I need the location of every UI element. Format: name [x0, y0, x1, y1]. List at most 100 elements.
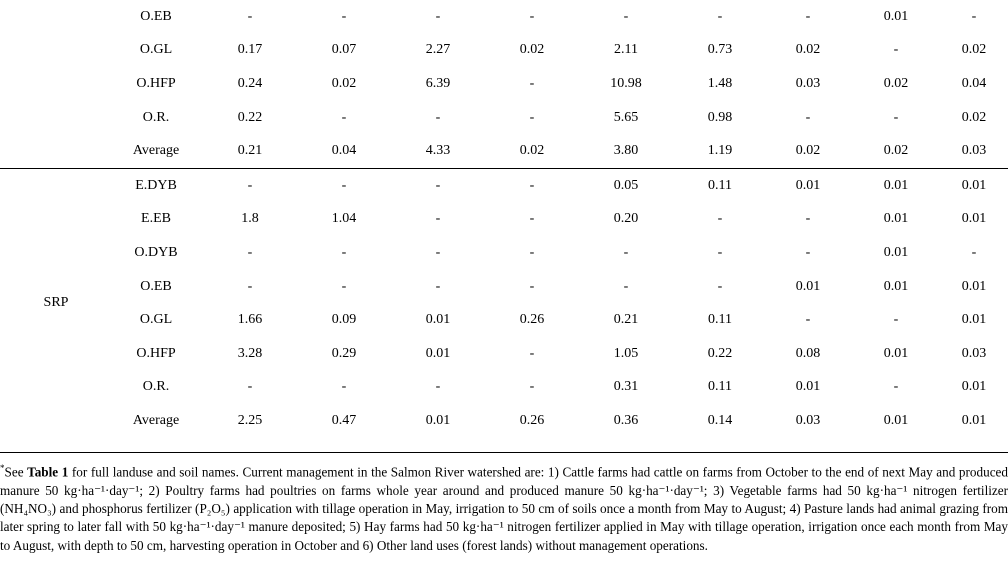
value-cell: 0.21 [613, 312, 639, 328]
value-cell: 0.02 [795, 42, 821, 58]
value-cell: - [971, 244, 977, 260]
value-cell: - [488, 167, 576, 203]
value-cell: 0.98 [707, 109, 733, 125]
site-cell: O.HFP [136, 345, 176, 361]
value-cell: - [805, 109, 811, 125]
group-label [0, 0, 112, 168]
footnote-marker: * [0, 463, 5, 473]
value-cell: - [529, 345, 535, 361]
footnote: *See Table 1 for full landuse and soil n… [0, 459, 1008, 555]
value-cell: 0.05 [576, 167, 676, 203]
value-cell: 0.04 [961, 75, 987, 91]
value-cell: 0.01 [852, 167, 940, 203]
table-row: O.GL 0.17 0.07 2.27 0.02 2.11 0.73 0.02 - 0.02 [0, 34, 1008, 68]
value-cell: 0.36 [613, 412, 639, 428]
value-cell: - [529, 379, 535, 395]
value-cell: - [529, 109, 535, 125]
value-cell: - [529, 244, 535, 260]
value-cell: - [388, 167, 488, 203]
value-cell: 0.02 [961, 42, 987, 58]
value-cell: 1.66 [237, 312, 263, 328]
site-cell: O.EB [140, 278, 172, 294]
value-cell: 1.8 [241, 211, 259, 227]
value-cell: 1.05 [613, 345, 639, 361]
value-cell: 0.24 [237, 75, 263, 91]
table-row: O.GL 1.66 0.09 0.01 0.26 0.21 0.11 - - 0.01 [0, 303, 1008, 337]
value-cell: - [247, 8, 253, 24]
value-cell: 0.01 [795, 379, 821, 395]
site-cell: E.DYB [112, 167, 200, 203]
table-row: O.HFP 0.24 0.02 6.39 - 10.98 1.48 0.03 0.02 0.04 [0, 67, 1008, 101]
value-cell: 0.01 [425, 312, 451, 328]
value-cell: - [805, 312, 811, 328]
value-cell: - [623, 244, 629, 260]
value-cell: - [341, 244, 347, 260]
table-row: Average 2.25 0.47 0.01 0.26 0.36 0.14 0.03 0.01 0… [0, 404, 1008, 438]
value-cell: - [341, 109, 347, 125]
value-cell: 0.47 [331, 412, 357, 428]
value-cell: 0.02 [331, 75, 357, 91]
value-cell: - [529, 278, 535, 294]
value-cell: 0.11 [676, 167, 764, 203]
value-cell: 0.08 [795, 345, 821, 361]
table-row: O.R. 0.22 - - - 5.65 0.98 - - 0.02 [0, 101, 1008, 135]
value-cell: 0.01 [425, 345, 451, 361]
value-cell: 0.03 [961, 345, 987, 361]
value-cell: 0.11 [708, 379, 732, 395]
value-cell: - [623, 278, 629, 294]
value-cell: 0.02 [883, 143, 909, 159]
value-cell: 0.21 [237, 143, 263, 159]
value-cell: 0.01 [961, 278, 987, 294]
value-cell: 0.14 [707, 412, 733, 428]
table-row: SRP E.DYB - - - -0.05 0.11 0.01 0.01 0.01 [0, 167, 1008, 438]
value-cell: 0.01 [961, 312, 987, 328]
table-bottom-rule [0, 452, 1008, 453]
footnote-see: See [4, 464, 28, 480]
value-cell: 0.29 [331, 345, 357, 361]
value-cell: 0.01 [883, 412, 909, 428]
data-table-container: O.EB - - - - - - - 0.01 - O.GL 0.17 0.07 2.27 0.02 2.11… [0, 0, 1008, 438]
value-cell: - [529, 75, 535, 91]
site-cell: O.R. [142, 379, 170, 395]
value-cell: 0.03 [795, 75, 821, 91]
table-row: O.R. - - - - 0.31 0.11 0.01 - 0.01 [0, 371, 1008, 405]
value-cell: 0.22 [237, 109, 263, 125]
value-cell: 0.31 [613, 379, 639, 395]
value-cell: - [805, 8, 811, 24]
value-cell: 4.33 [425, 143, 451, 159]
value-cell: - [529, 211, 535, 227]
site-cell: O.R. [142, 109, 170, 125]
table-row: O.HFP 3.28 0.29 0.01 - 1.05 0.22 0.08 0.01 0.03 [0, 337, 1008, 371]
value-cell: - [805, 244, 811, 260]
value-cell: 2.27 [425, 42, 451, 58]
value-cell: - [717, 8, 723, 24]
value-cell: 0.04 [331, 143, 357, 159]
value-cell: 0.22 [707, 345, 733, 361]
value-cell: - [717, 211, 723, 227]
value-cell: - [893, 109, 899, 125]
value-cell: 0.02 [795, 143, 821, 159]
value-cell: 0.03 [961, 143, 987, 159]
value-cell: 0.09 [331, 312, 357, 328]
site-cell: Average [132, 412, 180, 428]
value-cell: - [200, 167, 300, 203]
table-row: O.EB - - - - - - 0.01 0.01 0.01 [0, 270, 1008, 304]
value-cell: - [341, 278, 347, 294]
value-cell: 0.01 [883, 345, 909, 361]
value-cell: 0.01 [961, 412, 987, 428]
value-cell: - [623, 8, 629, 24]
value-cell: - [717, 244, 723, 260]
value-cell: - [341, 379, 347, 395]
site-cell: E.EB [141, 211, 171, 227]
site-cell: O.DYB [134, 244, 178, 260]
value-cell: - [247, 278, 253, 294]
value-cell: 3.80 [613, 143, 639, 159]
value-cell: 1.19 [707, 143, 733, 159]
value-cell: 2.25 [237, 412, 263, 428]
value-cell: - [435, 211, 441, 227]
value-cell: - [435, 8, 441, 24]
value-cell: - [893, 42, 899, 58]
value-cell: - [717, 278, 723, 294]
group-label: SRP [0, 167, 112, 438]
value-cell: - [247, 379, 253, 395]
